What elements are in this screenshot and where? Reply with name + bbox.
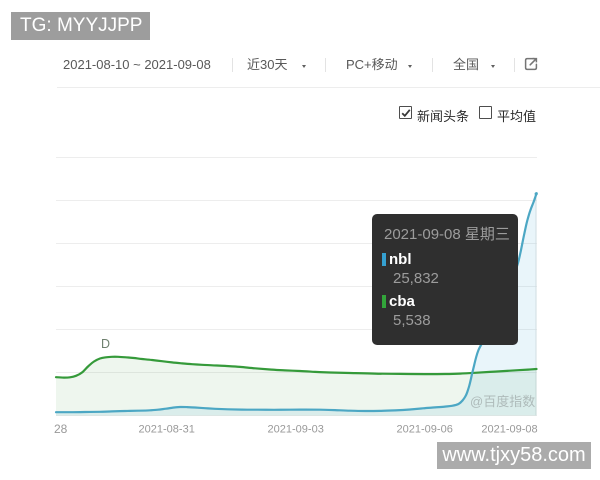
svg-text:2021-09-06: 2021-09-06 (397, 423, 453, 435)
svg-text:2021-09-03: 2021-09-03 (268, 423, 324, 435)
svg-text:@百度指数: @百度指数 (470, 394, 535, 409)
svg-text:2021-08-31: 2021-08-31 (139, 423, 195, 435)
svg-text:28: 28 (54, 422, 68, 436)
svg-text:2021-09-08: 2021-09-08 (481, 423, 537, 435)
svg-text:D: D (101, 337, 110, 351)
